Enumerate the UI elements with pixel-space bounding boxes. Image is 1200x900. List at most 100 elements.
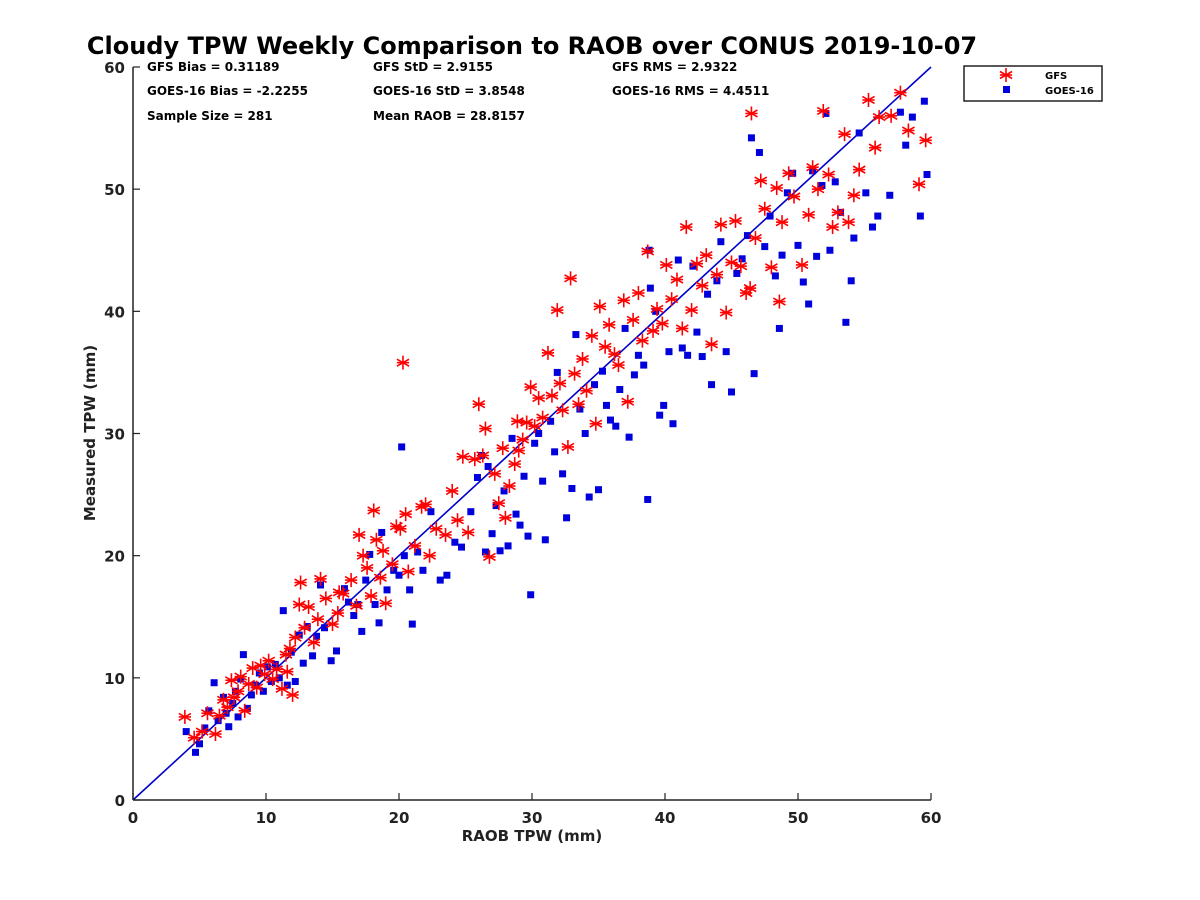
goes16-point <box>818 182 826 190</box>
goes16-point <box>684 351 692 359</box>
goes16-point <box>568 484 576 492</box>
goes16-point <box>500 487 508 495</box>
gfs-point <box>367 503 381 518</box>
goes16-point <box>524 532 532 540</box>
goes16-point <box>585 493 593 501</box>
gfs-point <box>401 564 415 579</box>
x-tick-label: 40 <box>655 809 676 827</box>
gfs-point <box>456 449 470 464</box>
goes16-point <box>678 344 686 352</box>
goes16-point <box>750 370 758 378</box>
gfs-point <box>842 215 856 230</box>
gfs-point <box>795 257 809 272</box>
goes16-point <box>547 417 555 425</box>
gfs-point <box>349 598 363 613</box>
goes16-point <box>375 619 383 627</box>
goes16-point <box>527 591 535 599</box>
goes16-point <box>783 189 791 197</box>
gfs-point <box>528 419 542 434</box>
gfs-point <box>564 271 578 286</box>
gfs-point <box>266 672 280 687</box>
gfs-point <box>714 217 728 232</box>
goes16-point <box>398 443 406 451</box>
goes16-point <box>728 388 735 396</box>
gfs-point <box>439 527 453 542</box>
x-tick-label: 60 <box>921 809 942 827</box>
legend-box <box>963 65 1103 102</box>
gfs-point <box>445 483 459 498</box>
gfs-point <box>782 166 796 181</box>
goes16-point <box>576 405 584 413</box>
gfs-point <box>561 439 575 454</box>
gfs-point <box>369 532 383 547</box>
gfs-point <box>250 680 264 695</box>
goes16-point <box>563 514 571 522</box>
goes16-point <box>484 462 492 470</box>
gfs-point <box>275 681 289 696</box>
identity-reference-line <box>132 66 932 801</box>
goes16-point <box>602 401 610 409</box>
goes16-point <box>419 566 427 574</box>
gfs-point <box>705 337 719 352</box>
stat-mean-raob: Mean RAOB = 28.8157 <box>373 109 525 123</box>
y-tick-label: 20 <box>104 548 125 566</box>
gfs-point <box>476 448 490 463</box>
gfs-point <box>598 339 612 354</box>
y-tick-label: 30 <box>104 426 125 444</box>
gfs-point <box>621 394 635 409</box>
gfs-point <box>195 724 209 739</box>
gfs-point <box>298 620 312 635</box>
gfs-point <box>512 443 526 458</box>
goes16-point <box>406 586 414 594</box>
goes16-point <box>850 234 858 242</box>
goes16-point <box>196 740 203 748</box>
gfs-point <box>178 709 192 724</box>
gfs-point <box>631 286 645 301</box>
goes16-point <box>201 724 209 732</box>
gfs-point <box>655 316 669 331</box>
gfs-point <box>826 220 840 235</box>
goes16-point <box>313 632 321 640</box>
goes16-point <box>222 709 230 717</box>
goes16-point <box>366 550 374 558</box>
goes16-point <box>842 318 850 326</box>
gfs-point <box>734 259 748 274</box>
goes16-point <box>327 657 335 665</box>
goes16-point <box>669 420 677 428</box>
goes16-point <box>572 331 580 339</box>
gfs-point <box>423 548 437 563</box>
gfs-point <box>516 432 530 447</box>
goes16-point <box>621 324 629 332</box>
goes16-point <box>504 542 512 550</box>
goes16-point <box>553 368 561 376</box>
goes16-point <box>630 371 638 379</box>
axis-ticks: 0 10 20 30 40 50 60 0 10 20 30 40 50 60 <box>104 59 941 827</box>
gfs-point <box>220 700 234 715</box>
gfs-point <box>675 321 689 336</box>
gfs-point <box>748 231 762 246</box>
gfs-point <box>852 162 866 177</box>
x-tick-label: 50 <box>788 809 809 827</box>
goes16-point <box>473 473 481 481</box>
goes16-point <box>598 367 606 375</box>
goes16-point <box>344 598 352 606</box>
goes16-point <box>766 212 774 220</box>
goes16-point <box>271 660 279 668</box>
goes16-point <box>747 134 755 142</box>
gfs-point <box>770 180 784 195</box>
gfs-point <box>283 641 297 656</box>
gfs-point <box>772 294 786 309</box>
goes16-point <box>591 381 599 389</box>
goes16-point <box>427 508 435 516</box>
gfs-point <box>352 527 366 542</box>
legend-asterisk <box>999 68 1013 82</box>
goes16-point <box>508 434 516 442</box>
goes16-point <box>616 386 624 394</box>
goes16-point <box>656 411 664 419</box>
goes16-point <box>886 191 894 199</box>
gfs-point <box>744 106 758 121</box>
y-tick-label: 10 <box>104 670 125 688</box>
goes16-point <box>708 381 716 389</box>
goes16-point <box>267 677 275 685</box>
